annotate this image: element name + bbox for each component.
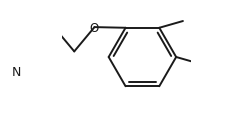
Text: N: N	[11, 66, 21, 79]
Text: O: O	[89, 21, 99, 34]
